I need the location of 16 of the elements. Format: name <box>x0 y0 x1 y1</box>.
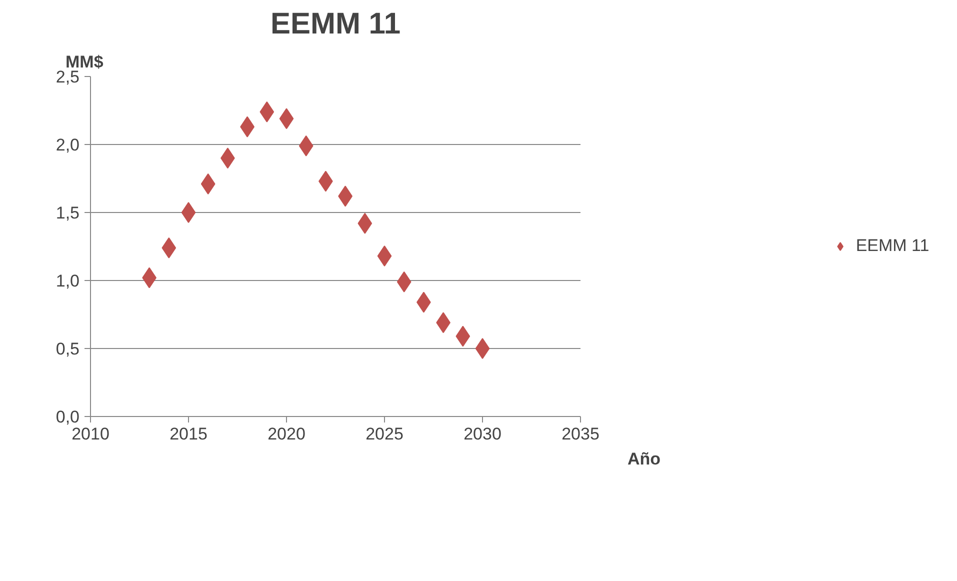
x-tick-label: 2010 <box>72 424 110 444</box>
x-tick-label: 2035 <box>562 424 600 444</box>
y-tick-label: 2,0 <box>56 136 80 154</box>
x-tick-label: 2020 <box>268 424 306 444</box>
y-tick-label: 0,0 <box>56 408 80 426</box>
chart-title: EEMM 11 <box>270 8 401 40</box>
legend-label: EEMM 11 <box>856 236 930 256</box>
x-tick-label: 2030 <box>464 424 502 444</box>
point <box>475 338 490 359</box>
x-tick-label: 2015 <box>170 424 208 444</box>
x-axis-title: Año <box>627 450 660 468</box>
point <box>181 202 196 223</box>
x-tick-label: 2025 <box>366 424 404 444</box>
y-tick-label: 1,0 <box>56 272 80 290</box>
y-tick-label: 1,5 <box>56 204 80 222</box>
y-tick-label: 0,5 <box>56 340 80 358</box>
